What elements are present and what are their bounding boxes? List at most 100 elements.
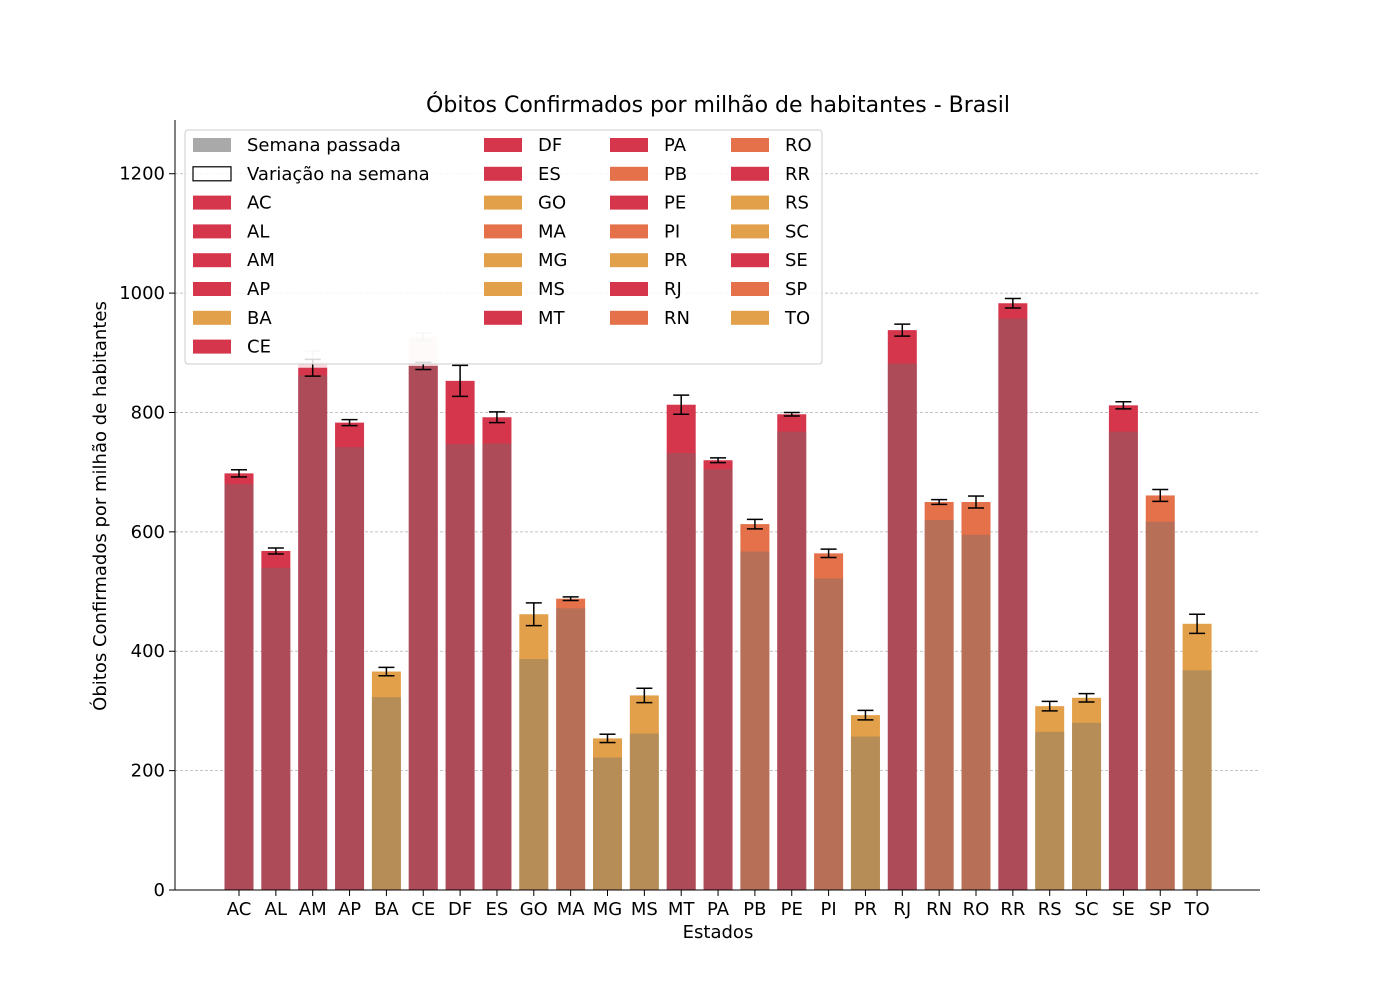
x-tick-label: ES [486,899,509,920]
legend-swatch-to [731,310,769,325]
legend-swatch-es [484,166,522,181]
prev-week-bar-mg [593,757,622,890]
prev-week-bar-mt [666,453,696,890]
bar-ms [629,695,659,890]
x-tick-label: RO [963,899,990,920]
legend-label: PI [664,221,680,242]
legend-label: Semana passada [247,135,401,156]
legend-swatch-am [193,253,231,268]
y-tick-label: 800 [131,402,165,423]
prev-week-bar-rs [1035,731,1065,890]
bar-ce [408,365,438,890]
bar-sc [1072,697,1102,890]
bar-ma [556,598,586,890]
legend-label: TO [784,308,810,329]
legend-label: AC [247,193,272,214]
bar-mt [666,404,696,890]
legend-swatch-pe [610,195,648,210]
legend-label: SP [785,279,807,300]
legend-swatch-pa [610,138,648,152]
x-tick-label: TO [1184,899,1210,920]
x-tick-label: AL [265,899,287,920]
bar-se [1108,405,1138,890]
y-axis-label: Óbitos Confirmados por milhão de habitan… [89,301,111,711]
x-tick-label: MA [557,899,586,920]
prev-week-bar-ms [629,733,659,890]
y-tick-label: 1200 [119,164,165,185]
prev-week-bar-pb [740,551,770,890]
x-tick-label: PI [821,899,837,920]
prev-week-bar-es [482,443,512,890]
prev-week-bar-go [519,659,549,890]
prev-week-bar-sp [1145,521,1175,890]
legend-swatch-se [731,253,769,268]
bars-group [224,303,1212,891]
x-tick-label: RS [1038,899,1062,920]
prev-week-bar-to [1182,670,1212,890]
legend-swatch-pb [610,166,648,181]
chart-title: Óbitos Confirmados por milhão de habitan… [426,92,1010,118]
bar-ba [371,671,401,890]
legend-label: GO [538,193,566,214]
x-tick-label: DF [448,899,472,920]
x-tick-label: PR [854,899,877,920]
legend-label: CE [247,337,271,358]
legend-swatch-ba [193,310,231,325]
legend-label: MG [538,250,567,271]
prev-week-bar-df [445,444,475,890]
bar-pa [703,460,733,890]
legend-label: RR [785,164,810,185]
x-tick-label: AC [227,899,252,920]
x-tick-label: CE [411,899,435,920]
legend-label: MS [538,279,565,300]
prev-week-bar-pe [777,431,807,890]
legend-swatch-ms [484,282,522,296]
bar-rj [887,330,917,890]
prev-week-bar-ma [556,608,586,890]
x-tick-label: MS [631,899,658,920]
legend-swatch-go [484,195,522,210]
legend-swatch-pi [610,224,648,239]
bar-pb [740,524,770,890]
x-tick-label: PA [707,899,730,920]
x-tick-label: RN [926,899,952,920]
legend-swatch-df [484,138,522,152]
legend-swatch-prev-week [193,138,231,152]
legend-label: MT [538,308,566,329]
bar-mg [593,738,622,890]
legend-swatch-mg [484,253,522,268]
legend-swatch-ap [193,282,231,296]
bar-am [298,367,328,891]
bar-sp [1145,495,1175,890]
prev-week-bar-rr [998,318,1028,890]
x-tick-label: RJ [893,899,911,920]
y-tick-label: 1000 [119,283,165,304]
legend-swatch-pr [610,253,648,268]
bar-pe [777,414,807,890]
bar-rn [924,502,954,890]
prev-week-bar-ba [371,697,401,890]
y-tick-label: 600 [131,522,165,543]
legend-label: PR [664,250,687,271]
legend-label: BA [247,308,272,329]
legend-label: PA [664,135,687,156]
x-tick-label: BA [374,899,399,920]
legend-swatch-ce [193,339,231,354]
x-axis-label: Estados [683,922,754,943]
legend-swatch-rs [731,195,769,210]
prev-week-bar-ap [335,447,365,890]
bar-ap [335,422,365,890]
x-tick-label: AM [299,899,327,920]
prev-week-bar-sc [1072,722,1102,890]
legend-label: SC [785,221,809,242]
prev-week-bar-rj [887,363,917,890]
legend-swatch-ma [484,224,522,239]
bar-df [445,380,475,890]
legend: Semana passada Variação na semana AC AL AM AP… [184,129,823,365]
legend-frame [184,129,823,365]
legend-swatch-al [193,224,231,239]
x-tick-label: PE [781,899,803,920]
bar-ro [961,502,991,890]
legend-swatch-mt [484,310,522,325]
